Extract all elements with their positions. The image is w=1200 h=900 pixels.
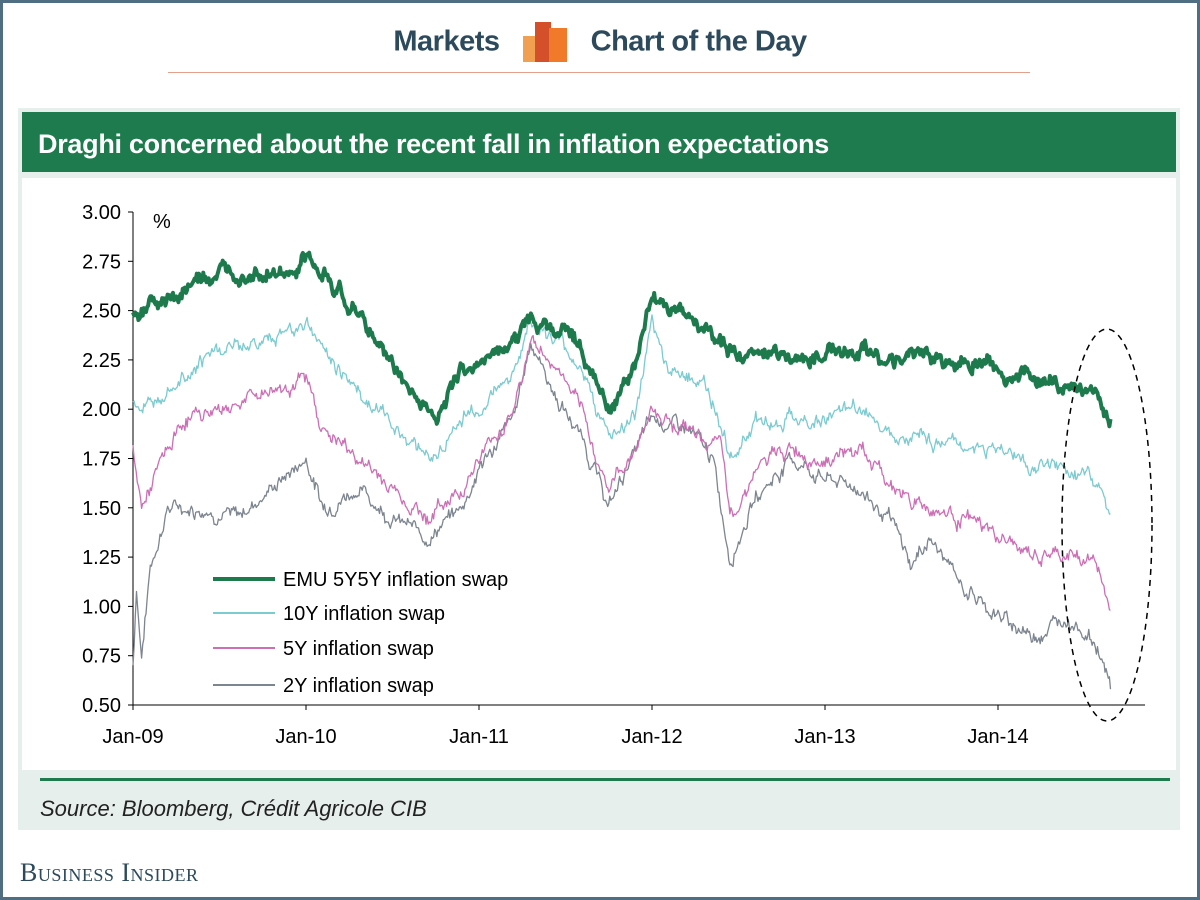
header-markets: Markets: [393, 25, 500, 58]
y-tick-label: 1.25: [82, 547, 121, 569]
y-tick-label: 3.00: [82, 202, 121, 224]
legend-label-0: EMU 5Y5Y inflation swap: [283, 569, 508, 591]
highlight-ellipse: [1061, 328, 1153, 722]
y-tick-label: 2.25: [82, 350, 121, 372]
source-note: Source: Bloomberg, Crédit Agricole CIB: [40, 796, 427, 821]
x-tick-label: Jan-14: [967, 726, 1028, 748]
y-tick-label: 0.75: [82, 646, 121, 668]
header-chart-of-the-day: Chart of the Day: [590, 25, 807, 58]
x-tick-label: Jan-09: [102, 726, 163, 748]
chart-logo-icon: [523, 22, 568, 62]
y-tick-label: 1.75: [82, 449, 121, 471]
legend-label-1: 10Y inflation swap: [283, 603, 445, 625]
legend-label-2: 5Y inflation swap: [283, 638, 434, 660]
x-tick-label: Jan-13: [794, 726, 855, 748]
x-tick-label: Jan-11: [449, 726, 509, 748]
footer-divider: [40, 778, 1170, 781]
business-insider-logo: Business Insider: [20, 858, 199, 887]
header-divider: [168, 72, 1030, 73]
series-line-1: [132, 314, 1111, 515]
y-tick-label: 2.00: [82, 399, 121, 421]
y-axis-unit: %: [153, 211, 171, 233]
y-tick-label: 2.75: [82, 251, 121, 273]
x-tick-label: Jan-10: [275, 726, 336, 748]
series-line-3: [132, 343, 1112, 690]
legend-label-3: 2Y inflation swap: [283, 675, 434, 697]
series-line-0: [131, 250, 1113, 429]
y-tick-label: 1.00: [82, 596, 121, 618]
y-tick-label: 0.50: [82, 695, 121, 717]
header: Markets Chart of the Day: [0, 22, 1200, 62]
series-line-2: [132, 334, 1111, 611]
y-tick-label: 1.50: [82, 498, 121, 520]
chart-title: Draghi concerned about the recent fall i…: [22, 112, 1176, 172]
x-tick-label: Jan-12: [621, 726, 682, 748]
y-tick-label: 2.50: [82, 301, 121, 323]
